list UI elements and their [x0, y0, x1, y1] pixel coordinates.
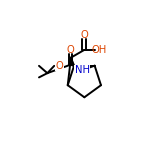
Text: O: O: [67, 45, 75, 55]
Text: O: O: [56, 60, 64, 71]
Text: O: O: [80, 30, 88, 40]
Text: OH: OH: [92, 45, 107, 55]
Text: NH: NH: [75, 65, 90, 75]
